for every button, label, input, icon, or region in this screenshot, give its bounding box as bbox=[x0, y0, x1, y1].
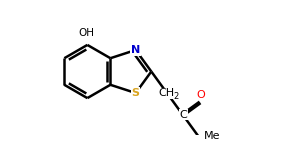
Text: 2: 2 bbox=[174, 92, 179, 101]
Text: O: O bbox=[196, 90, 205, 100]
Text: OH: OH bbox=[78, 28, 94, 38]
Text: Me: Me bbox=[204, 131, 220, 141]
Text: C: C bbox=[180, 110, 187, 120]
Text: N: N bbox=[131, 45, 140, 55]
Text: S: S bbox=[132, 88, 140, 98]
Text: CH: CH bbox=[158, 88, 174, 98]
